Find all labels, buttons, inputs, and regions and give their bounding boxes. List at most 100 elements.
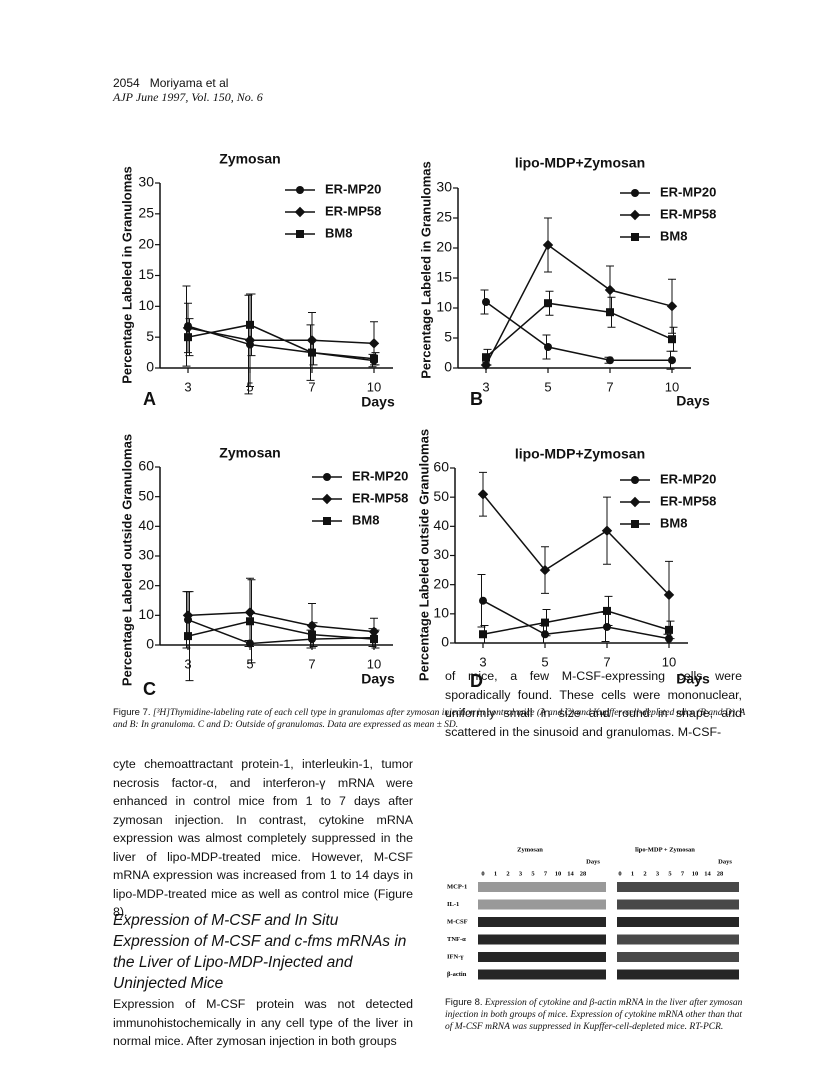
series-line (482, 600, 670, 640)
x-tick-label: 7 (606, 379, 613, 394)
gel-band (478, 882, 606, 892)
gel-lane-label: 1 (631, 870, 634, 877)
y-tick-label: 0 (146, 359, 154, 375)
gel-lane-label: 3 (519, 870, 523, 877)
legend-label: ER-MP20 (325, 181, 381, 196)
data-point (544, 343, 552, 351)
data-point (542, 239, 554, 251)
legend-label: BM8 (660, 228, 687, 243)
x-tick-label: 5 (246, 656, 253, 671)
gel-band (478, 899, 606, 910)
gel-lane-label: 10 (692, 870, 699, 877)
gel-lane-label: 7 (681, 870, 685, 877)
y-tick-label: 20 (436, 239, 452, 255)
x-tick-label: 7 (603, 654, 610, 669)
gel-lane-label: 5 (531, 870, 535, 877)
data-point (370, 635, 378, 644)
y-tick-label: 40 (433, 517, 449, 533)
y-axis-label: Percentage Labeled outside Granulomas (119, 434, 134, 686)
y-tick-label: 30 (433, 546, 449, 562)
legend-label: ER-MP58 (660, 206, 716, 221)
series-line (187, 324, 375, 360)
y-tick-label: 40 (138, 517, 154, 533)
data-point (368, 626, 380, 637)
y-tick-label: 10 (138, 297, 154, 313)
data-point (666, 301, 678, 312)
gel-group-label: Zymosan (517, 846, 543, 853)
paragraph: Expression of M-CSF protein was not dete… (113, 997, 413, 1048)
data-point (601, 525, 613, 536)
gel-lane-label: 28 (717, 870, 724, 877)
running-header: 2054 Moriyama et al AJP June 1997, Vol. … (113, 76, 263, 105)
series-line (187, 611, 375, 633)
series-line (187, 325, 375, 362)
data-point (244, 335, 256, 346)
y-tick-label: 25 (138, 205, 154, 221)
legend-label: ER-MP58 (352, 490, 408, 505)
x-axis-label: Days (361, 671, 395, 687)
gel-days-label: Days (586, 858, 600, 865)
data-point (308, 348, 316, 357)
gel-band (617, 917, 739, 927)
data-point (368, 338, 380, 349)
gel-lane-label: 3 (656, 870, 660, 877)
y-tick-label: 60 (138, 458, 154, 474)
series-line (485, 301, 672, 361)
caption-label: Figure 7. (113, 707, 151, 718)
gel-lane-label: 14 (704, 870, 711, 877)
legend-label: BM8 (660, 515, 687, 530)
x-tick-label: 10 (367, 379, 381, 394)
y-tick-label: 30 (436, 179, 452, 195)
legend-label: ER-MP58 (660, 493, 716, 508)
series-line (187, 327, 375, 345)
panel-letter: B (470, 389, 483, 409)
legend-marker (323, 473, 331, 481)
y-tick-label: 10 (433, 605, 449, 621)
gel-lane-label: 28 (580, 870, 587, 877)
gel-band (617, 899, 739, 910)
gel-row-label: β-actin (447, 971, 467, 978)
x-tick-label: 5 (544, 379, 551, 394)
series-line (187, 619, 375, 645)
gel-lane-label: 14 (567, 870, 574, 877)
y-tick-label: 30 (138, 174, 154, 190)
series-line (485, 243, 673, 366)
gel-group-label: lipo-MDP + Zymosan (635, 846, 695, 853)
gel-lane-label: 10 (555, 870, 562, 877)
y-tick-label: 15 (138, 266, 154, 282)
data-point (184, 333, 192, 342)
data-point (544, 299, 552, 308)
section-heading: Expression of M-CSF and In Situ Expressi… (113, 912, 407, 992)
data-point (184, 632, 192, 641)
caption-text: [³H]Thymidine-labeling rate of each cell… (113, 708, 746, 730)
y-tick-label: 50 (138, 487, 154, 503)
y-tick-label: 50 (433, 488, 449, 504)
series-line (187, 620, 375, 640)
y-tick-label: 10 (138, 606, 154, 622)
gel-row-label: TNF-α (447, 936, 466, 943)
figure-7-caption: Figure 7. [³H]Thymidine-labeling rate of… (113, 707, 753, 731)
gel-row-label: M-CSF (447, 918, 468, 925)
data-point (308, 630, 316, 639)
legend-marker (631, 189, 639, 197)
chart-title: lipo-MDP+Zymosan (515, 446, 645, 462)
legend-label: ER-MP20 (352, 468, 408, 483)
x-tick-label: 10 (367, 656, 381, 671)
data-point (244, 607, 256, 618)
gel-band (617, 969, 739, 980)
paragraph: of mice, a few M-CSF-expressing cells we… (445, 669, 742, 739)
legend-label: ER-MP20 (660, 184, 716, 199)
gel-lane-label: 1 (494, 870, 497, 877)
x-tick-label: 3 (482, 379, 489, 394)
series-line (482, 610, 670, 635)
page-number: 2054 (113, 76, 140, 90)
y-tick-label: 0 (444, 359, 452, 375)
y-tick-label: 25 (436, 209, 452, 225)
data-point (246, 617, 254, 626)
legend-marker (631, 233, 639, 241)
x-axis-label: Days (361, 394, 395, 410)
y-axis-label: Percentage Labeled in Granulomas (119, 166, 134, 383)
y-tick-label: 60 (433, 459, 449, 475)
